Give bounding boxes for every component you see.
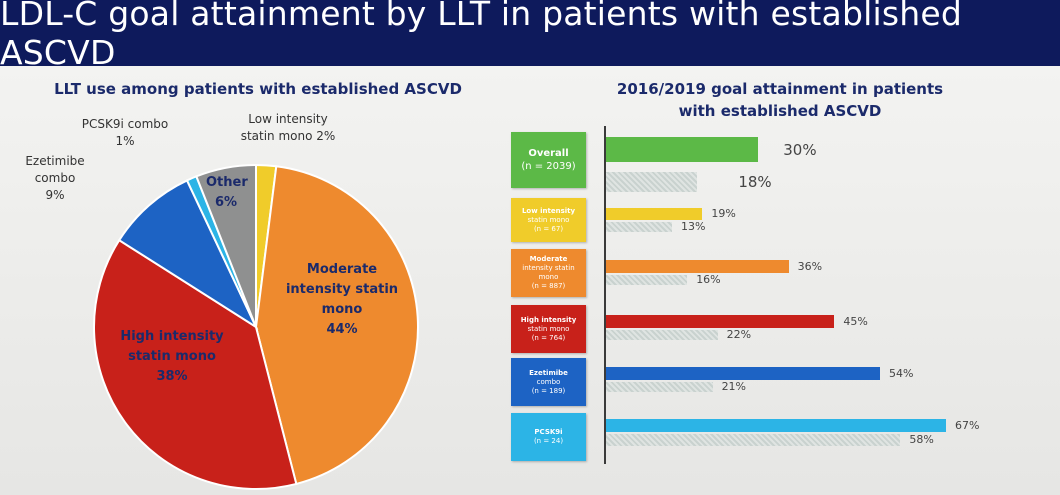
bar-category-label-line: mono: [538, 273, 559, 281]
bar-category-label-line: statin mono: [527, 324, 570, 333]
bar-category-label-line: Moderate: [529, 255, 568, 263]
pie-label-line: Moderate: [306, 262, 378, 277]
bar-2016-value-label: 13%: [680, 220, 706, 233]
pie-label-line: 1%: [115, 134, 135, 148]
bar-2016: [606, 382, 713, 392]
bar-category-box: Low intensity statin mono (n = 67): [511, 198, 586, 242]
bar-category-label-line: (n = 764): [531, 333, 566, 342]
bar-category-label-line: (n = 24): [533, 437, 564, 445]
bar-2019: [606, 137, 759, 162]
bar-2016-value-label: 16%: [696, 273, 721, 286]
bar-2019: [606, 260, 789, 273]
bar-category-label-line: combo: [536, 377, 561, 386]
bar-2016-value-label: 21%: [721, 380, 747, 393]
bar-category-label-line: Overall: [528, 148, 569, 159]
bar-category-label-line: (n = 2039): [521, 161, 576, 172]
pie-label-line: Ezetimibe: [25, 153, 85, 168]
bar-chart-title-line: with established ASCVD: [678, 102, 882, 120]
pie-chart-title: LLT use among patients with established …: [54, 80, 462, 98]
bar-2016: [606, 222, 672, 232]
bar-2019: [606, 419, 946, 432]
pie-label-line: intensity statin: [285, 282, 399, 297]
pie-label-line: combo: [34, 170, 76, 185]
pie-label-moderate-intensity-statin-mono: Moderate intensity statin mono 44%: [282, 260, 402, 340]
pie-label-ezetimibe-combo: Ezetimibe combo 9%: [20, 153, 90, 204]
bar-2016-value-label: 18%: [738, 173, 772, 191]
bar-category-label-line: High intensity: [520, 315, 577, 324]
bar-2016: [606, 434, 901, 446]
bar-category-label-line: (n = 189): [531, 386, 566, 395]
pie-label-low-intensity-statin-mono: Low intensity statin mono 2%: [213, 111, 363, 145]
pie-label-line: 9%: [45, 187, 65, 202]
bar-2019: [606, 367, 881, 380]
bar-2019-value-label: 36%: [797, 259, 823, 273]
pie-label-line: Other: [206, 175, 248, 190]
bar-chart-title: 2016/2019 goal attainment in patients wi…: [560, 78, 1000, 122]
pie-label-line: High intensity: [120, 329, 224, 344]
bar-2019-value-label: 54%: [889, 366, 914, 380]
pie-label-line: 44%: [326, 322, 358, 337]
bar-2019-value-label: 67%: [955, 418, 980, 432]
bar-chart-title-line: 2016/2019 goal attainment in patients: [616, 80, 944, 98]
pie-label-pcsk9i-combo: PCSK9i combo 1%: [70, 116, 180, 150]
page-title: LDL-C goal attainment by LLT in patients…: [0, 0, 1060, 72]
bar-2016-value-label: 58%: [909, 433, 934, 446]
pie-label-line: 38%: [156, 369, 188, 384]
pie-label-line: statin mono: [128, 349, 216, 364]
pie-label-line: Low intensity: [248, 112, 328, 126]
pie-label-line: 6%: [214, 195, 238, 210]
bar-2016: [606, 330, 718, 340]
bar-2019-value-label: 45%: [843, 314, 868, 328]
bar-category-label-line: intensity statin: [522, 264, 575, 272]
bar-category-box: Moderate intensity statin mono (n = 887): [511, 249, 586, 297]
bar-2016-value-label: 22%: [726, 328, 752, 341]
bar-2019: [606, 208, 703, 220]
bar-2019-value-label: 30%: [783, 140, 817, 159]
pie-label-other: Other 6%: [206, 173, 248, 213]
bar-category-label-line: (n = 67): [533, 224, 564, 233]
bar-category-label-line: Low intensity: [521, 206, 576, 215]
bar-category-label-line: Ezetimibe: [529, 368, 568, 377]
bar-2016: [606, 172, 698, 192]
bar-axis-line: [604, 126, 606, 464]
pie-label-high-intensity-statin-mono: High intensity statin mono 38%: [117, 327, 227, 387]
bar-category-box: PCSK9i (n = 24): [511, 413, 586, 461]
bar-category-label-line: PCSK9i: [534, 428, 563, 436]
pie-label-line: statin mono 2%: [240, 129, 336, 143]
bar-2019: [606, 315, 835, 328]
bar-category-box: Ezetimibe combo (n = 189): [511, 358, 586, 406]
bar-2016: [606, 275, 688, 285]
bar-2019-value-label: 19%: [711, 207, 736, 220]
bar-category-label-line: (n = 887): [531, 282, 566, 290]
bar-category-label-line: statin mono: [527, 215, 570, 224]
pie-label-line: PCSK9i combo: [81, 117, 169, 131]
bar-category-box: Overall (n = 2039): [511, 132, 586, 188]
bar-category-box: High intensity statin mono (n = 764): [511, 305, 586, 353]
pie-label-line: mono: [321, 302, 363, 317]
